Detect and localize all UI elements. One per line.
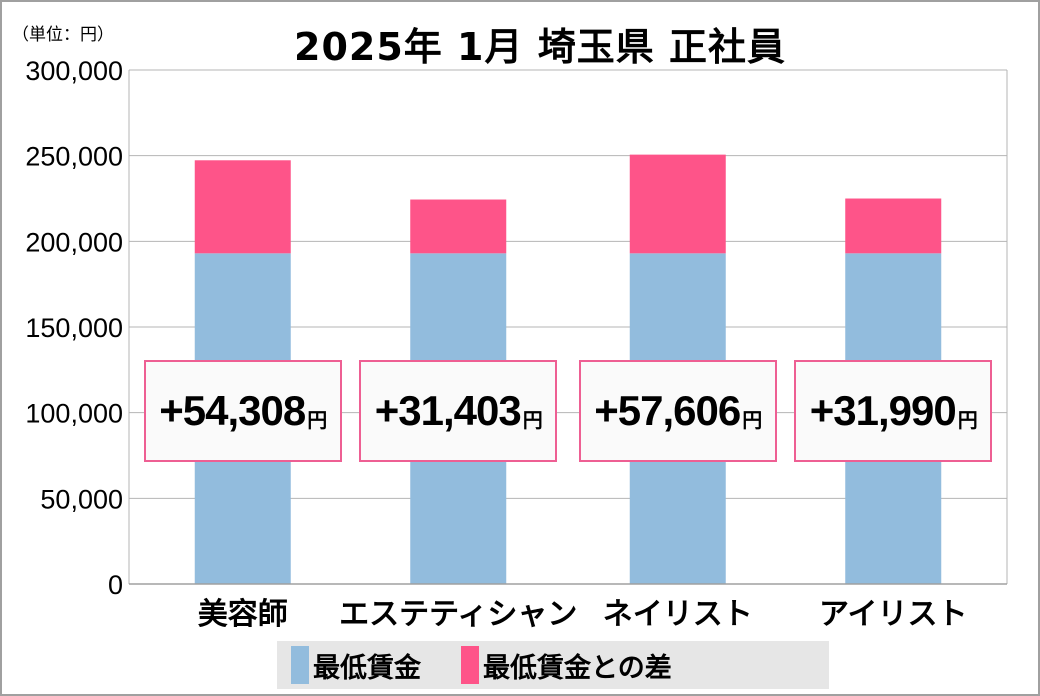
data-label-unit: 円	[307, 409, 327, 432]
y-tick-label: 300,000	[25, 56, 123, 86]
data-label: +31,990	[809, 387, 957, 434]
legend-swatch	[461, 646, 479, 684]
data-label-unit: 円	[742, 409, 762, 432]
y-tick-label: 100,000	[25, 399, 123, 429]
chart-plot: 0 50,000 100,000 150,000 200,000 250,000 300,0…	[25, 56, 1008, 632]
data-label-box: +54,308 円	[143, 360, 342, 462]
y-tick-label: 50,000	[40, 484, 123, 514]
category-label: ネイリスト	[603, 597, 753, 632]
data-label-box: +31,990 円	[794, 360, 993, 462]
bar-diff	[194, 160, 291, 254]
y-tick-label: 0	[108, 570, 123, 600]
legend-label: 最低賃金との差	[483, 652, 672, 684]
category-label: 美容師	[198, 597, 288, 632]
data-label: +57,606	[594, 387, 741, 434]
data-label-box: +57,606 円	[578, 360, 777, 462]
legend-label: 最低賃金	[313, 652, 421, 684]
bar-diff	[629, 154, 726, 254]
data-label-box: +31,403 円	[359, 360, 558, 462]
y-tick-label: 150,000	[25, 313, 123, 343]
data-label: +31,403	[374, 387, 522, 434]
bar-diff	[845, 198, 942, 254]
data-label-unit: 円	[957, 409, 978, 432]
bar-diff	[410, 199, 507, 254]
data-label-unit: 円	[522, 409, 543, 432]
data-label: +54,308	[159, 387, 306, 434]
chart-title: 2025年 1月 埼玉県 正社員	[294, 25, 786, 69]
legend-item-diff: 最低賃金との差	[461, 646, 672, 685]
category-label: アイリスト	[819, 597, 968, 632]
category-label: エステティシャン	[339, 597, 577, 632]
legend-swatch	[291, 646, 309, 684]
legend-item-min-wage: 最低賃金	[291, 646, 421, 685]
y-tick-label: 250,000	[25, 142, 123, 172]
legend: 最低賃金 最低賃金との差	[277, 641, 829, 689]
unit-label: （単位：円）	[12, 25, 114, 45]
y-tick-label: 200,000	[25, 227, 123, 257]
